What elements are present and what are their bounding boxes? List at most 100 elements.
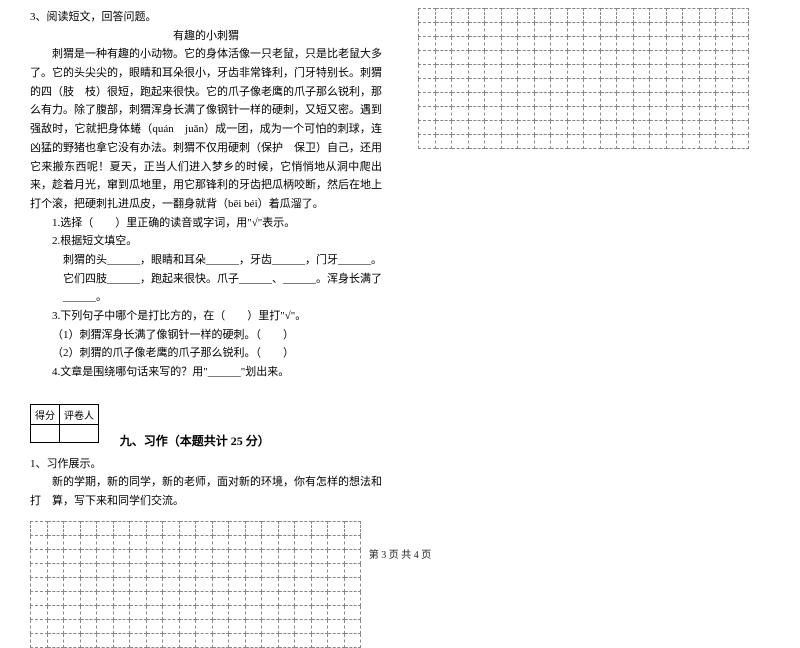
- grid-cell: [163, 619, 180, 633]
- grid-cell: [435, 23, 452, 37]
- grid-cell: [551, 79, 568, 93]
- grid-cell: [732, 93, 749, 107]
- grid-cell: [683, 51, 700, 65]
- grid-cell: [716, 121, 733, 135]
- grid-cell: [666, 37, 683, 51]
- grid-cell: [617, 23, 634, 37]
- grid-cell: [196, 521, 213, 535]
- grid-cell: [666, 65, 683, 79]
- grid-cell: [716, 79, 733, 93]
- grid-cell: [468, 23, 485, 37]
- grid-cell: [278, 521, 295, 535]
- grid-cell: [699, 107, 716, 121]
- grid-cell: [551, 135, 568, 149]
- grid-cell: [683, 23, 700, 37]
- grid-cell: [600, 23, 617, 37]
- grid-cell: [732, 9, 749, 23]
- grid-cell: [212, 619, 229, 633]
- score-table: 得分 评卷人: [30, 404, 99, 443]
- q3-sub1: 1.选择（ ）里正确的读音或字词，用"√"表示。: [30, 214, 382, 233]
- grid-cell: [97, 633, 114, 647]
- grid-cell: [311, 605, 328, 619]
- grid-cell: [732, 79, 749, 93]
- grid-cell: [212, 605, 229, 619]
- q3-sub2: 2.根据短文填空。: [30, 232, 382, 251]
- grid-cell: [146, 591, 163, 605]
- grid-cell: [179, 633, 196, 647]
- grid-cell: [716, 37, 733, 51]
- grid-cell: [699, 65, 716, 79]
- grid-cell: [584, 135, 601, 149]
- grid-cell: [699, 79, 716, 93]
- grid-cell: [64, 521, 81, 535]
- q3-title: 有趣的小刺猬: [30, 27, 382, 46]
- q3-passage: 刺猬是一种有趣的小动物。它的身体活像一只老鼠，只是比老鼠大多了。它的头尖尖的，眼…: [30, 45, 382, 213]
- grid-cell: [295, 521, 312, 535]
- grid-cell: [344, 633, 361, 647]
- grid-cell: [468, 65, 485, 79]
- grid-cell: [501, 51, 518, 65]
- grid-cell: [245, 591, 262, 605]
- grid-cell: [245, 619, 262, 633]
- grid-cell: [699, 37, 716, 51]
- writing-grid-right: [418, 8, 770, 149]
- grid-cell: [485, 9, 502, 23]
- grid-cell: [534, 121, 551, 135]
- grid-cell: [518, 79, 535, 93]
- grid-cell: [435, 135, 452, 149]
- grid-cell: [196, 619, 213, 633]
- grid-cell: [64, 633, 81, 647]
- grid-cell: [419, 135, 436, 149]
- grid-cell: [617, 51, 634, 65]
- grid-cell: [245, 563, 262, 577]
- grid-cell: [683, 9, 700, 23]
- grid-cell: [435, 79, 452, 93]
- grid-cell: [567, 65, 584, 79]
- q3-sub4: 4.文章是围绕哪句话来写的？用"______"划出来。: [30, 363, 382, 382]
- grid-cell: [163, 633, 180, 647]
- grid-cell: [666, 23, 683, 37]
- grid-cell: [245, 577, 262, 591]
- grid-cell: [419, 37, 436, 51]
- grid-cell: [212, 633, 229, 647]
- grid-cell: [567, 37, 584, 51]
- grid-cell: [295, 563, 312, 577]
- grid-cell: [31, 633, 48, 647]
- grid-cell: [435, 107, 452, 121]
- grid-cell: [650, 23, 667, 37]
- grid-cell: [196, 633, 213, 647]
- grid-cell: [435, 37, 452, 51]
- grid-cell: [278, 563, 295, 577]
- grid-cell: [435, 9, 452, 23]
- grid-cell: [80, 605, 97, 619]
- grid-cell: [551, 107, 568, 121]
- grid-cell: [617, 121, 634, 135]
- grid-cell: [64, 563, 81, 577]
- grid-cell: [633, 93, 650, 107]
- grid-cell: [262, 591, 279, 605]
- grid-cell: [245, 605, 262, 619]
- grid-cell: [716, 65, 733, 79]
- grid-cell: [419, 51, 436, 65]
- grid-cell: [567, 93, 584, 107]
- grid-cell: [534, 93, 551, 107]
- grid-cell: [452, 37, 469, 51]
- grid-cell: [97, 563, 114, 577]
- grid-cell: [130, 591, 147, 605]
- grid-cell: [435, 93, 452, 107]
- grid-cell: [485, 79, 502, 93]
- grid-cell: [229, 521, 246, 535]
- grid-cell: [130, 521, 147, 535]
- grid-cell: [584, 79, 601, 93]
- grid-cell: [567, 79, 584, 93]
- grid-cell: [600, 107, 617, 121]
- grid-cell: [683, 121, 700, 135]
- grid-cell: [328, 633, 345, 647]
- grid-cell: [452, 107, 469, 121]
- grid-cell: [262, 619, 279, 633]
- grid-cell: [229, 563, 246, 577]
- grid-cell: [97, 605, 114, 619]
- grid-cell: [468, 9, 485, 23]
- grid-cell: [567, 9, 584, 23]
- grid-cell: [683, 135, 700, 149]
